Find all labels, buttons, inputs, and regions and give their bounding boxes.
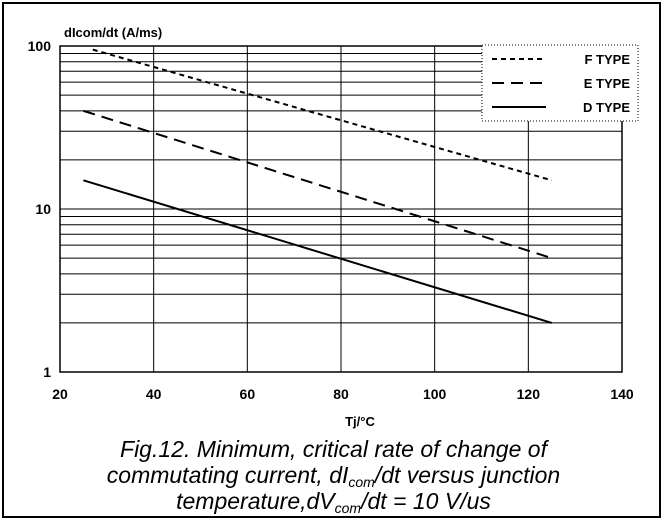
legend: F TYPE E TYPE D TYPE xyxy=(481,44,639,122)
legend-label: D TYPE xyxy=(583,100,630,115)
y-tick-label: 100 xyxy=(28,38,52,54)
caption-line-1: Fig.12. Minimum, critical rate of change… xyxy=(120,436,547,462)
x-tick-label: 100 xyxy=(423,386,447,402)
figure-caption: Fig.12. Minimum, critical rate of change… xyxy=(0,436,667,516)
tick-labels: 20 40 60 80 100 120 140 1 10 100 xyxy=(28,38,634,402)
series-layer xyxy=(83,48,553,324)
x-tick-label: 80 xyxy=(333,386,349,402)
y-tick-label: 10 xyxy=(35,201,51,217)
x-tick-label: 20 xyxy=(52,386,68,402)
x-tick-label: 60 xyxy=(240,386,256,402)
x-tick-label: 120 xyxy=(517,386,541,402)
plot-border xyxy=(59,45,623,373)
series-line-f-type xyxy=(92,48,553,182)
caption-line-2: commutating current, dIcom/dt versus jun… xyxy=(106,462,561,490)
x-tick-label: 140 xyxy=(610,386,634,402)
legend-label: F TYPE xyxy=(584,52,630,67)
x-axis-title: Tj/°C xyxy=(345,414,375,429)
x-tick-label: 40 xyxy=(146,386,162,402)
y-axis-title: dIcom/dt (A/ms) xyxy=(64,25,162,40)
caption-line-3: temperature,dVcom/dt = 10 V/us xyxy=(176,488,491,516)
y-tick-label: 1 xyxy=(43,364,51,380)
grid xyxy=(60,46,622,372)
series-line-e-type xyxy=(83,109,553,260)
legend-box xyxy=(481,44,639,122)
legend-label: E TYPE xyxy=(584,76,631,91)
figure-frame xyxy=(2,2,661,518)
series-line-d-type xyxy=(83,179,553,324)
